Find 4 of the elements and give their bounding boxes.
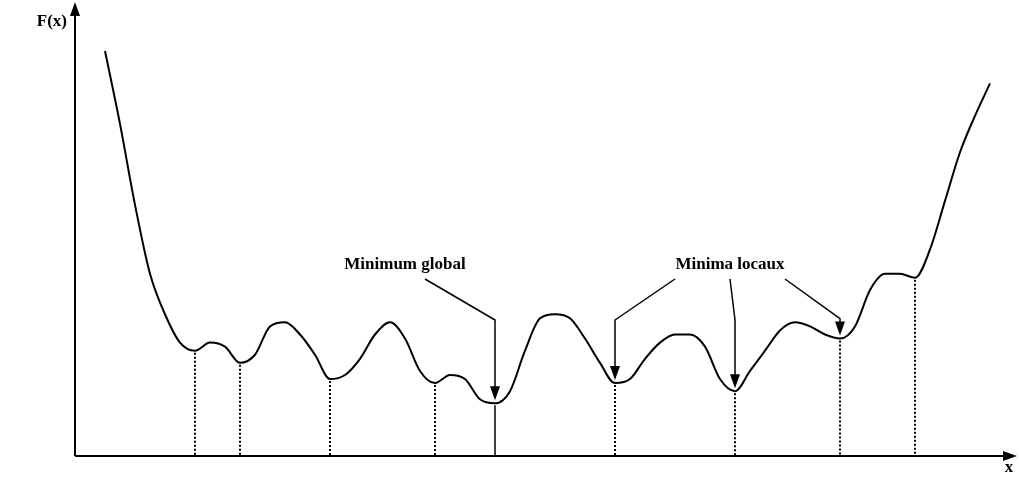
y-axis-title: F(x) (36, 11, 67, 31)
x-axis-title: x (1004, 457, 1014, 477)
annotation: Minimum global (344, 254, 466, 274)
annotation: Minima locaux (675, 254, 786, 274)
